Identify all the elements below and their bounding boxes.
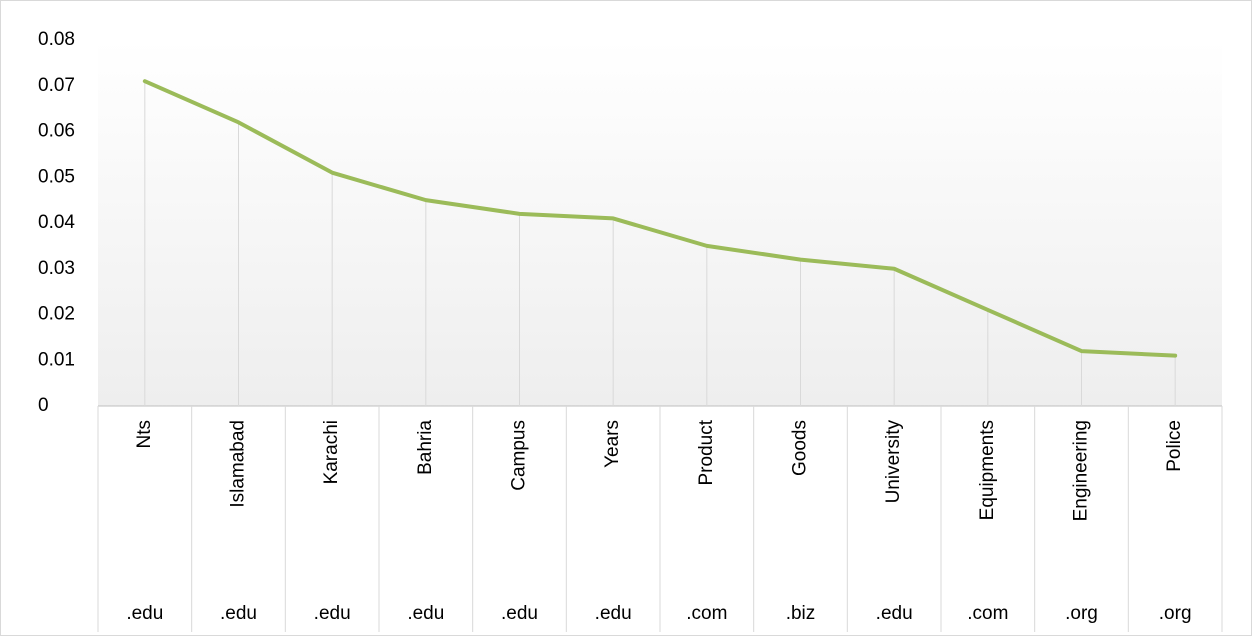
x-group-label: .edu <box>126 603 163 624</box>
x-tick-label: Product <box>696 419 717 485</box>
x-tick-label: Bahria <box>415 420 436 475</box>
x-group-label: .biz <box>786 603 816 624</box>
y-tick-label: 0.08 <box>38 29 75 50</box>
y-tick-label: 0.04 <box>38 212 75 233</box>
x-tick-label: Karachi <box>321 420 342 484</box>
x-tick-label: University <box>883 420 904 504</box>
x-group-label: .com <box>686 603 727 624</box>
plot-area <box>98 40 1222 406</box>
x-group-label: .edu <box>407 603 444 624</box>
x-tick-label: Engineering <box>1071 420 1092 521</box>
x-tick-label: Islamabad <box>228 420 249 508</box>
x-tick-label: Police <box>1164 420 1185 472</box>
x-group-label: .org <box>1159 603 1192 624</box>
data-line <box>142 79 1178 358</box>
x-group-label: .org <box>1065 603 1098 624</box>
x-tick-label: Nts <box>134 420 155 449</box>
x-group-label: .edu <box>876 603 913 624</box>
y-tick-label: 0.03 <box>38 258 75 279</box>
y-tick-label: 0.02 <box>38 304 75 325</box>
x-group-label: .edu <box>314 603 351 624</box>
x-group-label: .edu <box>220 603 257 624</box>
x-tick-label: Years <box>602 420 623 468</box>
y-tick-label: 0.01 <box>38 349 75 370</box>
x-tick-label: Goods <box>790 420 811 476</box>
y-tick-label: 0 <box>38 395 49 416</box>
y-tick-label: 0.07 <box>38 75 75 96</box>
y-tick-label: 0.06 <box>38 121 75 142</box>
x-tick-label: Equipments <box>977 420 998 520</box>
x-group-label: .edu <box>595 603 632 624</box>
x-group-label: .edu <box>501 603 538 624</box>
y-tick-label: 0.05 <box>38 166 75 187</box>
x-group-label: .com <box>967 603 1008 624</box>
x-tick-label: Campus <box>509 420 530 491</box>
